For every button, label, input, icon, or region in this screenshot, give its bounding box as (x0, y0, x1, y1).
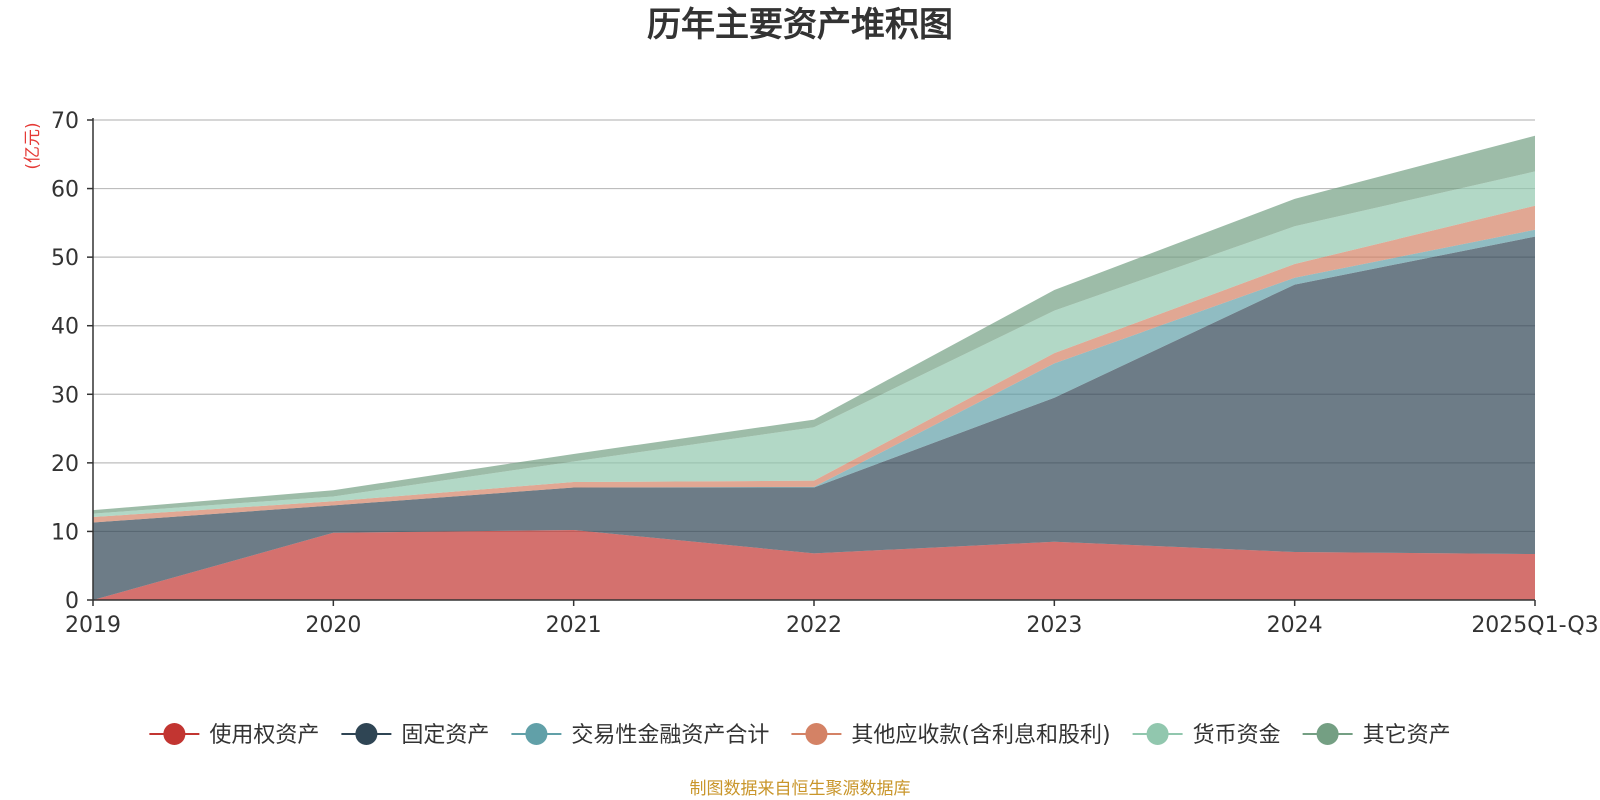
legend-label: 固定资产 (401, 723, 489, 748)
y-axis-unit: (亿元) (23, 122, 43, 169)
axes: 0 10 20 30 40 50 60 70 2019 2020 2021 2022 2023 2024 2… (51, 109, 1599, 638)
legend-item-1[interactable]: 使用权资产 (149, 723, 319, 748)
legend-item-4[interactable]: 其他应收款(含利息和股利) (791, 723, 1111, 748)
legend-marker-dot (1316, 723, 1339, 745)
area-series-1 (93, 530, 1535, 600)
y-tick-label: 0 (65, 589, 79, 614)
y-tick-label: 50 (51, 246, 79, 271)
x-tick-label: 2023 (1026, 613, 1082, 638)
legend-item-5[interactable]: 货币资金 (1132, 723, 1281, 748)
legend-label: 使用权资产 (209, 723, 319, 748)
area-series-2 (93, 236, 1535, 601)
y-tick-label: 30 (51, 383, 79, 408)
y-tick-label: 60 (51, 178, 79, 203)
legend-label: 货币资金 (1193, 723, 1281, 748)
y-tick-label: 70 (51, 109, 79, 134)
x-tick-label: 2025Q1-Q3 (1471, 613, 1598, 638)
legend-marker-dot (355, 723, 378, 745)
x-tick-label: 2019 (65, 613, 121, 638)
y-tick-label: 20 (51, 452, 79, 477)
chart-title: 历年主要资产堆积图 (647, 5, 953, 45)
area-series-layer (93, 135, 1535, 601)
grid-lines (93, 119, 1535, 533)
legend-item-2[interactable]: 固定资产 (341, 723, 489, 748)
legend-marker-dot (525, 723, 548, 745)
legend-item-3[interactable]: 交易性金融资产合计 (511, 723, 769, 748)
data-source-note: 制图数据来自恒生聚源数据库 (690, 779, 911, 799)
legend[interactable]: 使用权资产 固定资产 交易性金融资产合计 其他应收款(含利息和股利) 货币资金 其它资产 (149, 723, 1451, 748)
x-tick-label: 2022 (786, 613, 842, 638)
legend-label: 交易性金融资产合计 (571, 723, 769, 748)
legend-marker-dot (163, 723, 186, 745)
area-series-5 (93, 171, 1535, 518)
area-series-3 (93, 229, 1535, 523)
legend-marker-dot (805, 723, 828, 745)
legend-item-6[interactable]: 其它资产 (1302, 723, 1451, 748)
x-tick-label: 2021 (546, 613, 602, 638)
x-tick-label: 2024 (1267, 613, 1323, 638)
legend-marker-dot (1146, 723, 1169, 745)
y-tick-label: 10 (51, 520, 79, 545)
legend-label: 其它资产 (1363, 723, 1451, 748)
legend-label: 其他应收款(含利息和股利) (851, 723, 1110, 748)
y-tick-label: 40 (51, 315, 79, 340)
x-tick-label: 2020 (305, 613, 361, 638)
